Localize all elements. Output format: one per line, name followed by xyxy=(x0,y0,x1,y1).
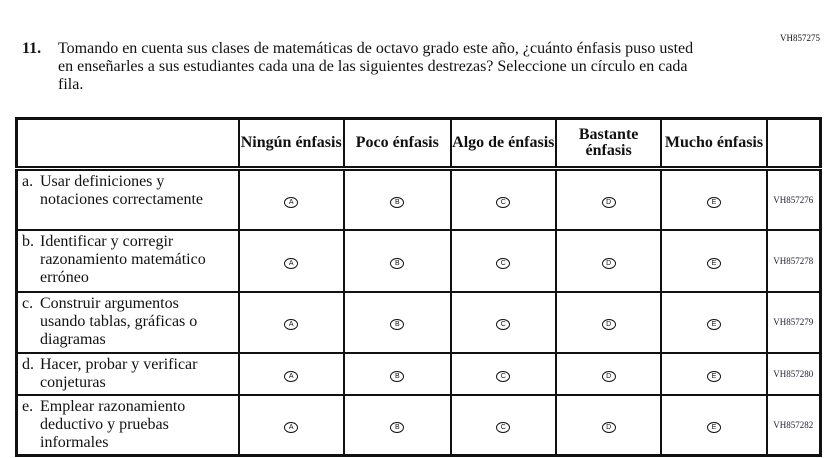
response-bubble[interactable]: C xyxy=(496,319,511,330)
response-bubble[interactable]: A xyxy=(284,196,299,208)
item-text: Identificar y corregir razonamiento mate… xyxy=(40,232,206,286)
column-header: Ningún énfasis xyxy=(237,117,345,170)
response-bubble[interactable]: A xyxy=(284,421,299,433)
question-text: Tomando en cuenta sus clases de matemáti… xyxy=(58,40,694,93)
header-code-blank xyxy=(765,117,822,170)
column-header: Algo de énfasis xyxy=(449,117,557,170)
response-bubble[interactable]: E xyxy=(706,370,721,382)
response-bubble[interactable]: A xyxy=(284,319,299,330)
option-cell: D xyxy=(554,228,663,293)
table-row: e. Emplear razonamiento deductivo y prueb… xyxy=(15,393,822,457)
table-row: b. Identificar y corregir razonamiento ma… xyxy=(15,228,822,293)
option-cell: B xyxy=(342,290,452,354)
option-cell: A xyxy=(237,290,345,354)
response-bubble[interactable]: B xyxy=(390,196,405,208)
item-letter: b. xyxy=(22,232,34,250)
option-cell: D xyxy=(554,393,663,457)
table-row: c. Construir argumentos usando tablas, gr… xyxy=(15,290,822,354)
response-bubble[interactable]: C xyxy=(496,370,511,382)
option-cell: C xyxy=(449,393,557,457)
table-row: d. Hacer, probar y verificar conjeturas A B… xyxy=(15,351,822,396)
response-bubble[interactable]: D xyxy=(601,421,616,433)
response-bubble[interactable]: B xyxy=(390,370,405,382)
response-bubble[interactable]: E xyxy=(706,257,721,269)
response-bubble[interactable]: D xyxy=(601,319,616,330)
table-row: a. Usar definiciones y notaciones correct… xyxy=(15,167,822,231)
response-bubble[interactable]: A xyxy=(284,257,299,269)
response-bubble[interactable]: A xyxy=(284,370,299,382)
item-text: Construir argumentos usando tablas, gráf… xyxy=(40,294,198,348)
header-row: Ningún énfasis Poco énfasis Algo de énfasi… xyxy=(15,117,822,170)
item-letter: a. xyxy=(22,173,34,190)
option-cell: C xyxy=(449,290,557,354)
response-bubble[interactable]: E xyxy=(706,319,721,330)
item-code: VH857280 xyxy=(765,351,822,396)
response-grid: Ningún énfasis Poco énfasis Algo de énfasi… xyxy=(15,117,822,457)
response-bubble[interactable]: C xyxy=(496,257,511,269)
option-cell: B xyxy=(342,351,452,396)
option-cell: A xyxy=(237,351,345,396)
response-bubble[interactable]: B xyxy=(390,421,405,433)
response-bubble[interactable]: D xyxy=(601,196,616,208)
response-bubble[interactable]: D xyxy=(601,257,616,269)
item-letter: c. xyxy=(22,294,34,312)
option-cell: C xyxy=(449,228,557,293)
response-bubble[interactable]: E xyxy=(706,421,721,433)
item-label: c. Construir argumentos usando tablas, gr… xyxy=(15,290,240,354)
item-code: VH857282 xyxy=(765,393,822,457)
option-cell: E xyxy=(660,393,768,457)
item-label: e. Emplear razonamiento deductivo y prueb… xyxy=(15,393,240,457)
item-code: VH857276 xyxy=(765,167,822,231)
column-header: Poco énfasis xyxy=(342,117,452,170)
column-header: Mucho énfasis xyxy=(660,117,768,170)
option-cell: D xyxy=(554,290,663,354)
option-cell: B xyxy=(342,393,452,457)
option-cell: E xyxy=(660,351,768,396)
item-text: Hacer, probar y verificar conjeturas xyxy=(40,355,198,391)
response-bubble[interactable]: B xyxy=(390,319,405,330)
option-cell: C xyxy=(449,351,557,396)
option-cell: B xyxy=(342,167,452,231)
item-text: Emplear razonamiento deductivo y pruebas… xyxy=(40,397,186,451)
option-cell: E xyxy=(660,290,768,354)
item-code: VH857278 xyxy=(765,228,822,293)
response-bubble[interactable]: C xyxy=(496,196,511,208)
option-cell: A xyxy=(237,167,345,231)
option-cell: E xyxy=(660,167,768,231)
response-bubble[interactable]: E xyxy=(706,196,721,208)
item-text: Usar definiciones y notaciones correctam… xyxy=(40,173,204,208)
option-cell: B xyxy=(342,228,452,293)
column-header: Bastante énfasis xyxy=(554,117,663,170)
option-cell: D xyxy=(554,167,663,231)
response-bubble[interactable]: C xyxy=(496,421,511,433)
question-code: VH857275 xyxy=(780,33,820,43)
item-label: a. Usar definiciones y notaciones correct… xyxy=(15,167,240,231)
item-code: VH857279 xyxy=(765,290,822,354)
header-blank xyxy=(15,117,240,170)
item-label: d. Hacer, probar y verificar conjeturas xyxy=(15,351,240,396)
item-label: b. Identificar y corregir razonamiento ma… xyxy=(15,228,240,293)
item-letter: d. xyxy=(22,355,34,373)
option-cell: E xyxy=(660,228,768,293)
question-number: 11. xyxy=(22,40,42,57)
item-letter: e. xyxy=(22,397,34,415)
option-cell: C xyxy=(449,167,557,231)
response-bubble[interactable]: D xyxy=(601,370,616,382)
option-cell: A xyxy=(237,393,345,457)
option-cell: D xyxy=(554,351,663,396)
response-bubble[interactable]: B xyxy=(390,257,405,269)
option-cell: A xyxy=(237,228,345,293)
